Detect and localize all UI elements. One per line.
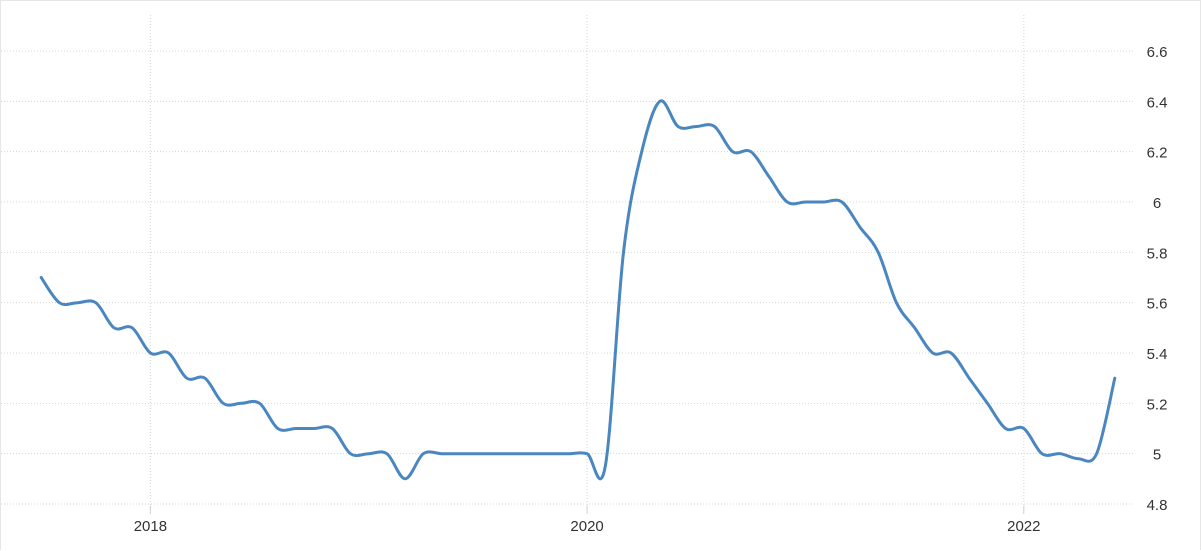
y-tick-label: 5 [1153, 447, 1161, 464]
y-tick-label: 6 [1153, 195, 1161, 212]
grid-layer [1, 15, 1133, 510]
y-tick-label: 5.8 [1147, 245, 1168, 262]
series-layer [39, 99, 1117, 481]
x-tick-label: 2018 [134, 518, 167, 535]
y-tick-label: 6.6 [1147, 44, 1168, 61]
y-tick-label: 5.6 [1147, 296, 1168, 313]
y-tick-label: 5.2 [1147, 396, 1168, 413]
x-tick-label: 2020 [570, 518, 603, 535]
axis-layer [149, 506, 1025, 514]
label-layer: 4.8 5 5.2 5.4 5.6 5.8 6 6.2 6.4 6.6 2018 2020 2022 [134, 44, 1168, 535]
y-tick-label: 5.4 [1147, 346, 1168, 363]
y-tick-label: 6.2 [1147, 145, 1168, 162]
y-tick-label: 6.4 [1147, 94, 1168, 111]
x-tick-label: 2022 [1007, 518, 1040, 535]
y-tick-label: 4.8 [1147, 497, 1168, 514]
series-line [39, 99, 1117, 481]
